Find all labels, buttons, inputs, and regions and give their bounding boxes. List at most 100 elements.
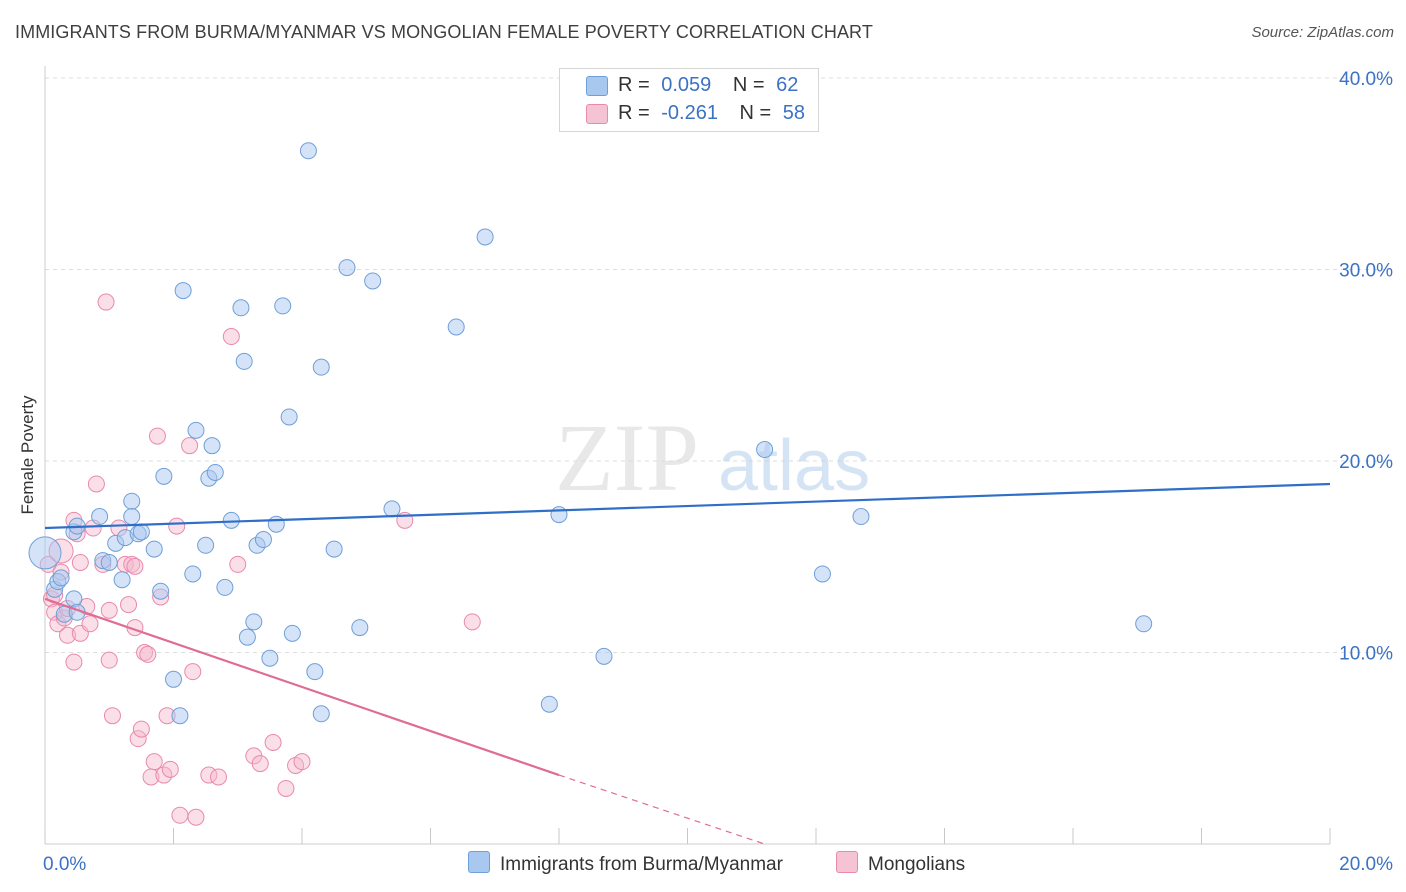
- burma-point: [540, 695, 558, 713]
- mongolians-point: [229, 555, 247, 573]
- burma-point: [267, 515, 285, 533]
- burma-point: [595, 647, 613, 665]
- burma-point: [383, 500, 401, 518]
- burma-point: [171, 707, 189, 725]
- burma-point: [155, 467, 173, 485]
- burma-point: [476, 228, 494, 246]
- burma-point: [756, 441, 774, 459]
- burma-point: [165, 670, 182, 688]
- legend-text-burma: R = 0.059 N = 62: [618, 74, 798, 97]
- mongolians-point: [209, 768, 227, 786]
- mongolians-point: [155, 766, 173, 784]
- burma-point: [283, 624, 301, 642]
- burma-point: [206, 463, 224, 481]
- legend-row-burma: R = 0.059 N = 62: [560, 73, 818, 99]
- burma-point: [152, 582, 170, 600]
- mongolians-point: [129, 730, 147, 748]
- legend-r-label: R =: [618, 74, 650, 96]
- burma-point: [254, 531, 272, 549]
- burma-point: [187, 421, 205, 439]
- burma-point: [338, 259, 356, 277]
- mongolians-point: [148, 427, 166, 445]
- legend-text-mongolians: R = -0.261 N = 58: [618, 102, 805, 125]
- mongolians-point: [58, 626, 76, 644]
- mongolians-point: [187, 808, 205, 826]
- mongolians-point: [81, 615, 99, 633]
- burma-point: [235, 352, 253, 370]
- burma-point: [203, 437, 221, 455]
- burma-point: [325, 540, 343, 558]
- mongolians-point: [123, 555, 141, 573]
- mongolians-point: [120, 596, 138, 614]
- x-tick-label: 20.0%: [1339, 854, 1393, 875]
- chart-title: IMMIGRANTS FROM BURMA/MYANMAR VS MONGOLI…: [15, 22, 873, 42]
- burma-point: [364, 272, 382, 290]
- tick-labels: 10.0% 20.0% 30.0% 40.0% 0.0% 20.0%: [43, 69, 1393, 875]
- burma-point: [852, 508, 870, 526]
- burma-point: [123, 508, 141, 526]
- burma-point: [351, 619, 369, 637]
- x-tick-label: 0.0%: [43, 854, 86, 875]
- mongolians-point: [181, 437, 199, 455]
- mongolians-point: [463, 613, 481, 631]
- bottom-legend-mongolians: Mongolians: [836, 851, 965, 876]
- legend-swatch-mongolians: [586, 104, 608, 124]
- bottom-legend-swatch-mongolians: [836, 851, 858, 873]
- y-tick-label: 20.0%: [1339, 452, 1393, 473]
- burma-trend-line: [44, 482, 1331, 530]
- burma-point: [299, 142, 317, 160]
- legend-n-label: N =: [739, 102, 772, 124]
- y-tick-label: 10.0%: [1339, 644, 1393, 665]
- legend-n-value: 58: [782, 102, 806, 124]
- mongolians-point: [87, 475, 105, 493]
- mongolians-point: [171, 806, 189, 824]
- trend-lines: [44, 482, 1331, 845]
- source-label: Source: ZipAtlas.com: [1251, 24, 1394, 41]
- burma-point: [174, 282, 192, 300]
- legend-n-label: N =: [732, 74, 765, 96]
- legend-row-mongolians: R = -0.261 N = 58: [560, 101, 818, 127]
- legend-swatch-burma: [586, 76, 608, 96]
- mongolians-point: [168, 517, 186, 535]
- bottom-legend-label-mongolians: Mongolians: [868, 854, 966, 875]
- mongolians-point: [293, 753, 311, 771]
- axis-layer: [44, 66, 1331, 845]
- mongolians-point: [184, 663, 202, 681]
- legend-n-value: 62: [776, 74, 799, 96]
- mongolians-point: [132, 720, 150, 738]
- mongolians-point: [251, 755, 269, 773]
- burma-point: [312, 358, 330, 376]
- mongolians-point: [136, 644, 154, 661]
- burma-point: [306, 663, 324, 681]
- watermark-atlas: atlas: [718, 426, 870, 506]
- mongolians-point: [100, 601, 118, 619]
- burma-point: [274, 297, 292, 315]
- bottom-legend-label-burma: Immigrants from Burma/Myanmar: [500, 854, 783, 875]
- mongolians-point: [277, 779, 295, 797]
- bottom-legend-swatch-burma: [468, 851, 490, 873]
- burma-point: [113, 571, 131, 589]
- burma-point: [280, 408, 298, 426]
- burma-point: [813, 565, 831, 583]
- burma-points: [28, 142, 1153, 725]
- legend: R = 0.059 N = 62 R = -0.261 N = 58: [559, 68, 819, 132]
- mongolians-point: [71, 553, 89, 571]
- burma-point: [28, 536, 62, 570]
- y-axis-label: Female Poverty: [18, 395, 37, 515]
- mongolians-point: [65, 653, 83, 671]
- legend-r-label: R =: [618, 102, 650, 124]
- burma-point: [232, 299, 250, 317]
- mongolians-point: [100, 651, 118, 669]
- mongolians-point: [97, 293, 115, 311]
- mongolians-point: [145, 753, 163, 771]
- burma-point: [312, 705, 330, 723]
- burma-point: [245, 613, 263, 631]
- mongolians-trend-line: [44, 597, 560, 777]
- mongolians-point: [264, 734, 282, 752]
- legend-r-value: 0.059: [661, 74, 712, 96]
- burma-point: [91, 508, 109, 526]
- burma-point: [447, 318, 465, 336]
- burma-point: [238, 628, 256, 646]
- burma-point: [1135, 615, 1153, 633]
- bottom-legend-burma: Immigrants from Burma/Myanmar: [468, 851, 783, 876]
